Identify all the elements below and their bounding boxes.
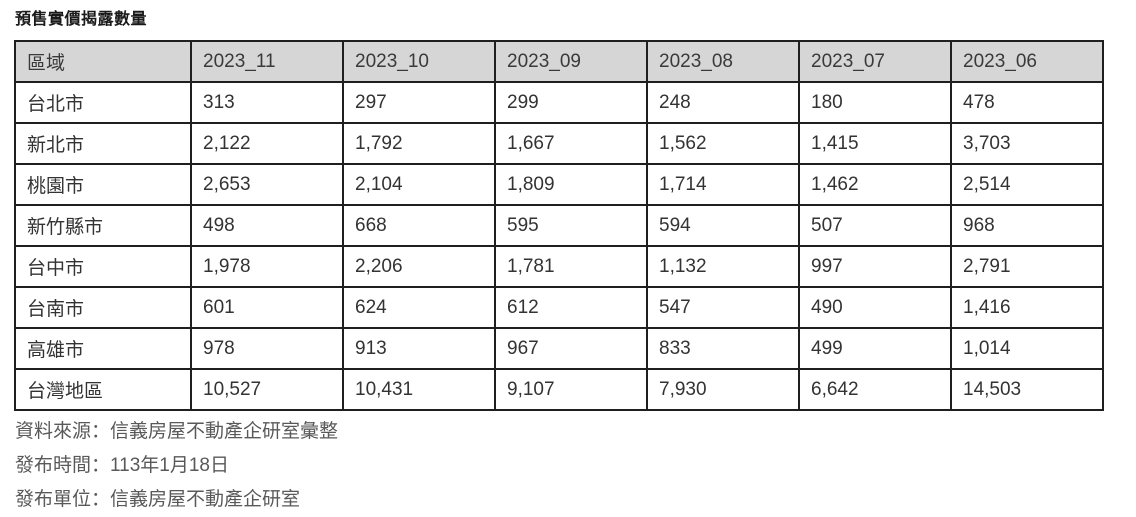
value-cell: 1,132 (646, 245, 800, 288)
value-cell: 595 (494, 204, 648, 247)
page-title: 預售實價揭露數量 (15, 11, 148, 28)
region-cell: 台北市 (14, 81, 192, 124)
value-cell: 997 (798, 245, 952, 288)
table-row-taiwan-total: 台灣地區 10,527 10,431 9,107 7,930 6,642 14,… (14, 368, 1104, 411)
value-cell: 1,416 (950, 286, 1104, 329)
value-cell: 833 (646, 327, 800, 370)
value-cell: 2,104 (342, 163, 496, 206)
region-cell: 桃園市 (14, 163, 192, 206)
value-cell: 3,703 (950, 122, 1104, 165)
table-row-hsinchu: 新竹縣市 498 668 595 594 507 968 (14, 204, 1104, 247)
region-cell: 台南市 (14, 286, 192, 329)
value-cell: 248 (646, 81, 800, 124)
value-cell: 180 (798, 81, 952, 124)
value-cell: 978 (190, 327, 344, 370)
value-cell: 612 (494, 286, 648, 329)
value-cell: 968 (950, 204, 1104, 247)
value-cell: 490 (798, 286, 952, 329)
value-cell: 7,930 (646, 368, 800, 411)
value-cell: 547 (646, 286, 800, 329)
column-header-2023-09: 2023_09 (494, 40, 648, 83)
value-cell: 1,462 (798, 163, 952, 206)
region-cell: 台中市 (14, 245, 192, 288)
value-cell: 1,415 (798, 122, 952, 165)
value-cell: 1,014 (950, 327, 1104, 370)
value-cell: 594 (646, 204, 800, 247)
footer-notes: 資料來源：信義房屋不動產企研室彙整 發布時間：113年1月18日 發布單位：信義… (15, 415, 1136, 517)
table-row-tainan: 台南市 601 624 612 547 490 1,416 (14, 286, 1104, 329)
value-cell: 1,792 (342, 122, 496, 165)
publish-unit-note: 發布單位：信義房屋不動產企研室 (15, 489, 301, 510)
value-cell: 601 (190, 286, 344, 329)
value-cell: 2,791 (950, 245, 1104, 288)
table-header: 區域 2023_11 2023_10 2023_09 2023_08 2023_… (14, 40, 1104, 83)
column-header-2023-06: 2023_06 (950, 40, 1104, 83)
value-cell: 14,503 (950, 368, 1104, 411)
table-body: 台北市 313 297 299 248 180 478 新北市 2,122 1,… (14, 81, 1104, 411)
data-source-note: 資料來源：信義房屋不動產企研室彙整 (15, 421, 339, 442)
table-row-new-taipei: 新北市 2,122 1,792 1,667 1,562 1,415 3,703 (14, 122, 1104, 165)
value-cell: 9,107 (494, 368, 648, 411)
table-row-taichung: 台中市 1,978 2,206 1,781 1,132 997 2,791 (14, 245, 1104, 288)
value-cell: 2,514 (950, 163, 1104, 206)
value-cell: 1,562 (646, 122, 800, 165)
region-cell: 新北市 (14, 122, 192, 165)
header-row: 區域 2023_11 2023_10 2023_09 2023_08 2023_… (14, 40, 1104, 83)
value-cell: 10,527 (190, 368, 344, 411)
value-cell: 10,431 (342, 368, 496, 411)
value-cell: 498 (190, 204, 344, 247)
value-cell: 478 (950, 81, 1104, 124)
value-cell: 1,781 (494, 245, 648, 288)
value-cell: 2,206 (342, 245, 496, 288)
region-cell: 新竹縣市 (14, 204, 192, 247)
column-header-region: 區域 (14, 40, 192, 83)
column-header-2023-10: 2023_10 (342, 40, 496, 83)
value-cell: 297 (342, 81, 496, 124)
region-cell: 高雄市 (14, 327, 192, 370)
value-cell: 913 (342, 327, 496, 370)
value-cell: 1,809 (494, 163, 648, 206)
value-cell: 313 (190, 81, 344, 124)
region-cell: 台灣地區 (14, 368, 192, 411)
publish-date-note: 發布時間：113年1月18日 (15, 455, 229, 476)
table-row-kaohsiung: 高雄市 978 913 967 833 499 1,014 (14, 327, 1104, 370)
value-cell: 2,122 (190, 122, 344, 165)
value-cell: 1,667 (494, 122, 648, 165)
value-cell: 6,642 (798, 368, 952, 411)
value-cell: 299 (494, 81, 648, 124)
column-header-2023-11: 2023_11 (190, 40, 344, 83)
table-row-taipei: 台北市 313 297 299 248 180 478 (14, 81, 1104, 124)
value-cell: 1,978 (190, 245, 344, 288)
value-cell: 499 (798, 327, 952, 370)
value-cell: 668 (342, 204, 496, 247)
column-header-2023-08: 2023_08 (646, 40, 800, 83)
value-cell: 624 (342, 286, 496, 329)
value-cell: 507 (798, 204, 952, 247)
value-cell: 967 (494, 327, 648, 370)
value-cell: 1,714 (646, 163, 800, 206)
presale-disclosure-table: 區域 2023_11 2023_10 2023_09 2023_08 2023_… (14, 40, 1104, 411)
column-header-2023-07: 2023_07 (798, 40, 952, 83)
table-row-taoyuan: 桃園市 2,653 2,104 1,809 1,714 1,462 2,514 (14, 163, 1104, 206)
value-cell: 2,653 (190, 163, 344, 206)
